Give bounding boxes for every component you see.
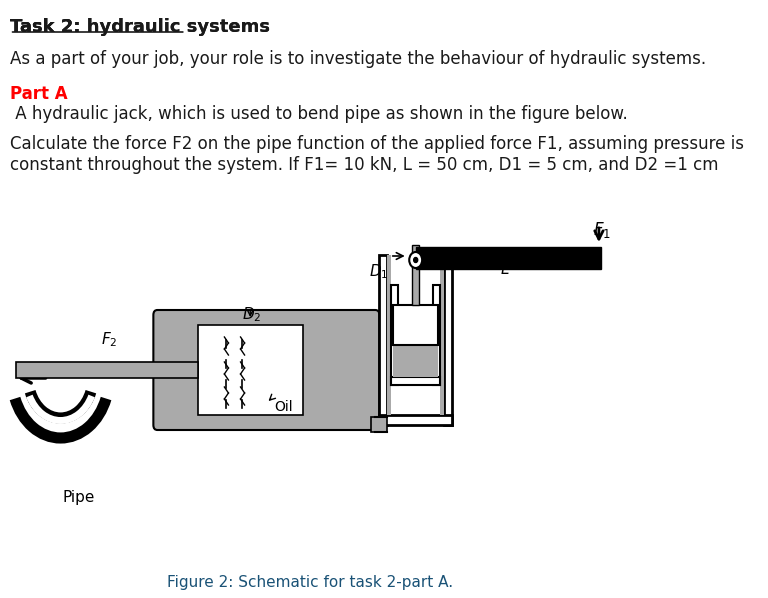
- Bar: [379, 255, 387, 425]
- Text: L: L: [501, 262, 509, 277]
- Bar: [392, 285, 398, 385]
- Bar: [444, 255, 452, 425]
- Bar: [393, 305, 439, 345]
- Text: $F_1$: $F_1$: [593, 220, 611, 240]
- Text: Task 2:: Task 2:: [10, 18, 80, 36]
- Bar: [415, 247, 601, 269]
- Bar: [379, 415, 452, 425]
- Text: A hydraulic jack, which is used to bend pipe as shown in the figure below.: A hydraulic jack, which is used to bend …: [10, 105, 627, 123]
- Text: Pipe: Pipe: [63, 490, 95, 505]
- Bar: [433, 285, 440, 385]
- Text: Figure 2: Schematic for task 2-part A.: Figure 2: Schematic for task 2-part A.: [167, 575, 453, 590]
- Text: Task 2: hydraulic systems: Task 2: hydraulic systems: [10, 18, 270, 36]
- FancyBboxPatch shape: [154, 310, 379, 430]
- Bar: [371, 417, 387, 432]
- Circle shape: [409, 252, 422, 268]
- Text: $D_1$: $D_1$: [369, 262, 389, 280]
- Bar: [16, 362, 197, 378]
- Text: $D_2$: $D_2$: [242, 305, 262, 324]
- Bar: [387, 255, 392, 415]
- Bar: [393, 345, 439, 377]
- Text: Calculate the force F2 on the pipe function of the applied force F1, assuming pr: Calculate the force F2 on the pipe funct…: [10, 135, 743, 174]
- Bar: [197, 325, 303, 415]
- Text: As a part of your job, your role is to investigate the behaviour of hydraulic sy: As a part of your job, your role is to i…: [10, 50, 706, 68]
- Bar: [440, 255, 444, 415]
- Text: Oil: Oil: [274, 400, 293, 414]
- Circle shape: [414, 258, 418, 263]
- Text: $F_2$: $F_2$: [101, 330, 118, 349]
- Bar: [412, 245, 419, 305]
- Text: Task 2: hydraulic systems: Task 2: hydraulic systems: [10, 18, 270, 36]
- Bar: [392, 377, 440, 385]
- Text: Part A: Part A: [10, 85, 68, 103]
